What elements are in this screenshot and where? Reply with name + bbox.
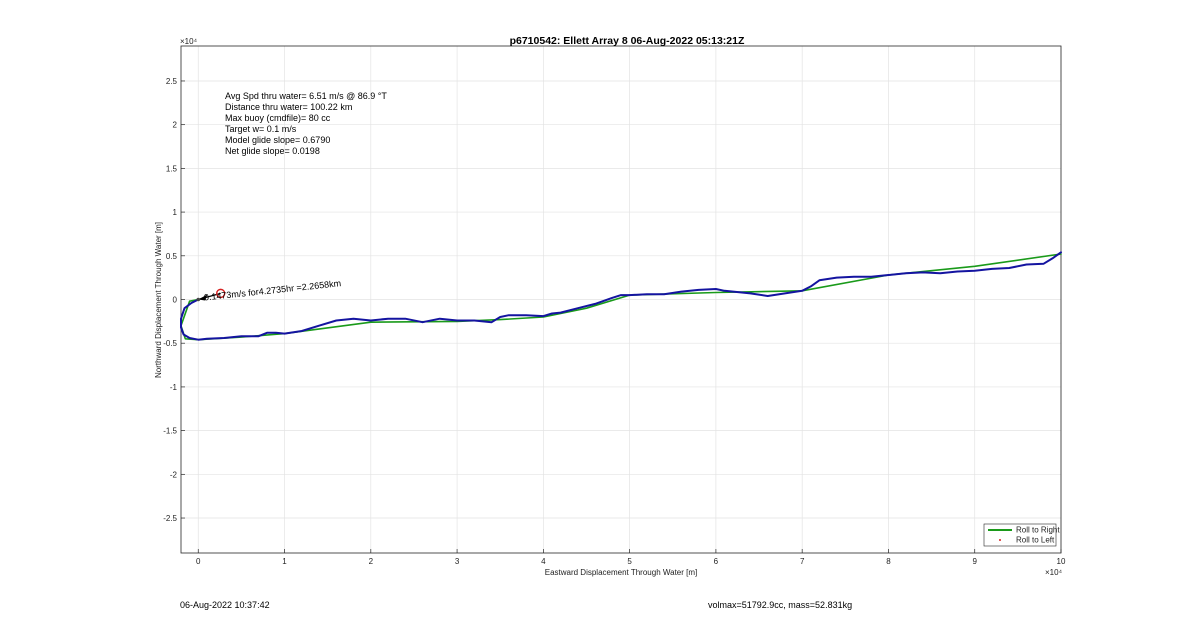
current-vector: 0.1473m/s for4.2735hr =2.2658km xyxy=(196,278,342,302)
annotation-max-buoy: Max buoy (cmdfile)= 80 cc xyxy=(225,113,331,123)
x-tick-label: 10 xyxy=(1057,557,1066,566)
x-tick-label: 4 xyxy=(541,557,546,566)
x-tick-label: 6 xyxy=(714,557,719,566)
annotation-avg-speed: Avg Spd thru water= 6.51 m/s @ 86.9 °T xyxy=(225,91,387,101)
annotation-model-slope: Model glide slope= 0.6790 xyxy=(225,135,330,145)
y-tick-label: -2 xyxy=(170,470,178,479)
legend-label-roll-left: Roll to Left xyxy=(1016,536,1055,545)
stats-annotation: Avg Spd thru water= 6.51 m/s @ 86.9 °T D… xyxy=(225,91,387,156)
x-tick-label: 5 xyxy=(627,557,632,566)
x-tick-label: 9 xyxy=(972,557,977,566)
y-tick-label: 1 xyxy=(173,208,178,217)
y-tick-label: 0.5 xyxy=(166,252,178,261)
current-speed-label: 0.1473m/s for4.2735hr =2.2658km xyxy=(203,278,341,302)
start-position-marker xyxy=(196,297,201,302)
x-tick-label: 3 xyxy=(455,557,460,566)
y-axis-label: Northward Displacement Through Water [m] xyxy=(154,222,163,378)
y-tick-label: -1.5 xyxy=(163,427,177,436)
x-tick-label: 1 xyxy=(282,557,287,566)
y-tick-label: 1.5 xyxy=(166,164,178,173)
current-arrow-head xyxy=(198,294,208,301)
annotation-net-slope: Net glide slope= 0.0198 xyxy=(225,146,320,156)
footer-volume-mass: volmax=51792.9cc, mass=52.831kg xyxy=(708,600,853,610)
x-ticks: 0 1 2 3 4 5 6 7 8 9 10 xyxy=(196,549,1066,566)
series-line-glider-track xyxy=(180,251,1062,341)
x-axis-label: Eastward Displacement Through Water [m] xyxy=(545,568,698,577)
y-tick-label: 0 xyxy=(173,296,178,305)
chart-title: p6710542: Ellett Array 8 06-Aug-2022 05:… xyxy=(510,35,745,47)
annotation-target-w: Target w= 0.1 m/s xyxy=(225,124,297,134)
x-tick-label: 0 xyxy=(196,557,201,566)
x-tick-label: 7 xyxy=(800,557,805,566)
legend-swatch-roll-left xyxy=(999,539,1001,541)
x-tick-label: 8 xyxy=(886,557,891,566)
series xyxy=(180,251,1062,341)
end-position-marker xyxy=(215,288,226,299)
x-exponent-label: ×10⁴ xyxy=(1045,568,1063,577)
y-tick-label: 2.5 xyxy=(166,77,178,86)
y-tick-label: -0.5 xyxy=(163,339,177,348)
y-tick-label: -2.5 xyxy=(163,514,177,523)
legend: Roll to Right Roll to Left xyxy=(983,523,1060,547)
annotation-distance: Distance thru water= 100.22 km xyxy=(225,102,352,112)
y-tick-label: 2 xyxy=(173,121,178,130)
y-tick-label: -1 xyxy=(170,383,178,392)
y-ticks: -2.5 -2 -1.5 -1 -0.5 0 0.5 1 1.5 2 2.5 xyxy=(163,77,185,523)
y-exponent-label: ×10⁴ xyxy=(180,37,198,46)
footer-timestamp: 06-Aug-2022 10:37:42 xyxy=(180,600,270,610)
legend-label-roll-right: Roll to Right xyxy=(1016,526,1060,535)
x-tick-label: 2 xyxy=(369,557,374,566)
